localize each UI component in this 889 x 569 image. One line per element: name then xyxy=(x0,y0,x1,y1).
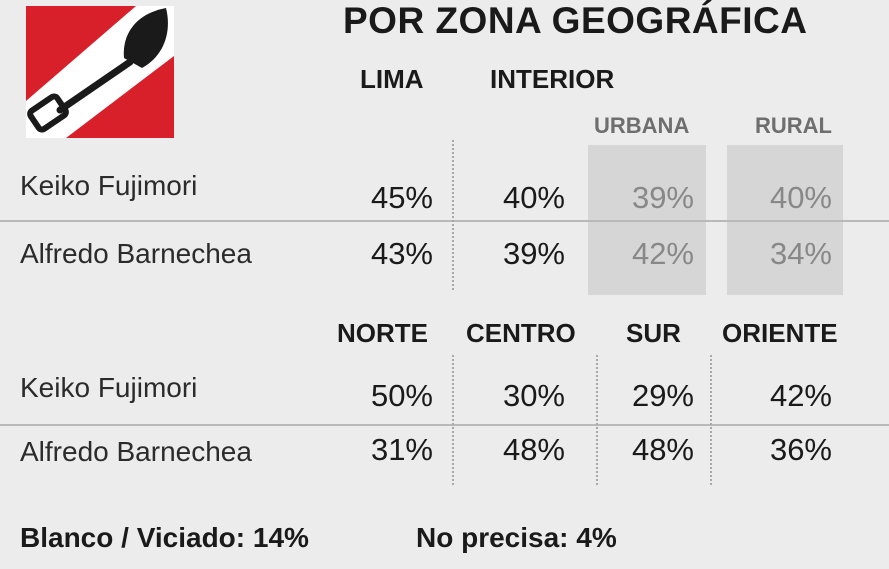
table1-r1-rural: 40% xyxy=(769,180,832,215)
table1-r2-interior: 39% xyxy=(502,236,565,271)
table1-r2-urbana: 42% xyxy=(631,236,694,271)
table1-r2-lima: 43% xyxy=(370,236,433,271)
footer-no-precisa-value: 4% xyxy=(576,522,617,553)
header-oriente: ORIENTE xyxy=(722,318,838,348)
header-centro: CENTRO xyxy=(466,318,576,348)
page-title: POR ZONA GEOGRÁFICA xyxy=(343,0,808,41)
footer-no-precisa-label: No precisa: xyxy=(416,522,569,553)
table2-r2-sur: 48% xyxy=(631,432,694,467)
footer-no-precisa: No precisa: 4% xyxy=(416,522,617,554)
subheader-urbana: URBANA xyxy=(594,113,690,138)
header-norte: NORTE xyxy=(337,318,428,348)
table1-row2-name: Alfredo Barnechea xyxy=(20,238,252,269)
table1-r2-rural: 34% xyxy=(769,236,832,271)
table1-r1-lima: 45% xyxy=(370,180,433,215)
shovel-logo-icon xyxy=(26,6,174,138)
table2-r1-centro: 30% xyxy=(502,378,565,413)
table2-row-divider xyxy=(0,424,889,426)
table1-r1-interior: 40% xyxy=(502,180,565,215)
table2-r1-norte: 50% xyxy=(370,378,433,413)
table2-r2-centro: 48% xyxy=(502,432,565,467)
table2-r2-norte: 31% xyxy=(370,432,433,467)
table1-row-divider xyxy=(0,220,889,222)
header-sur: SUR xyxy=(626,318,681,348)
footer-blanco-label: Blanco / Viciado: xyxy=(20,522,246,553)
table2-r1-oriente: 42% xyxy=(769,378,832,413)
table2-r2-oriente: 36% xyxy=(769,432,832,467)
table2-column-divider-1 xyxy=(452,355,454,485)
table1-column-divider xyxy=(452,140,454,290)
footer-blanco-value: 14% xyxy=(252,522,309,553)
table2-row2-name: Alfredo Barnechea xyxy=(20,436,252,467)
table2-r1-sur: 29% xyxy=(631,378,694,413)
table2-row1-name: Keiko Fujimori xyxy=(20,372,198,403)
table1-r1-urbana: 39% xyxy=(631,180,694,215)
header-lima: LIMA xyxy=(360,64,424,94)
table1-row1-name: Keiko Fujimori xyxy=(20,170,198,201)
header-interior: INTERIOR xyxy=(490,64,615,94)
table2-column-divider-2 xyxy=(596,355,598,485)
table2-column-divider-3 xyxy=(710,355,712,485)
shovel-shape xyxy=(27,8,168,133)
footer-blanco: Blanco / Viciado: 14% xyxy=(20,522,309,554)
subheader-rural: RURAL xyxy=(755,113,832,138)
